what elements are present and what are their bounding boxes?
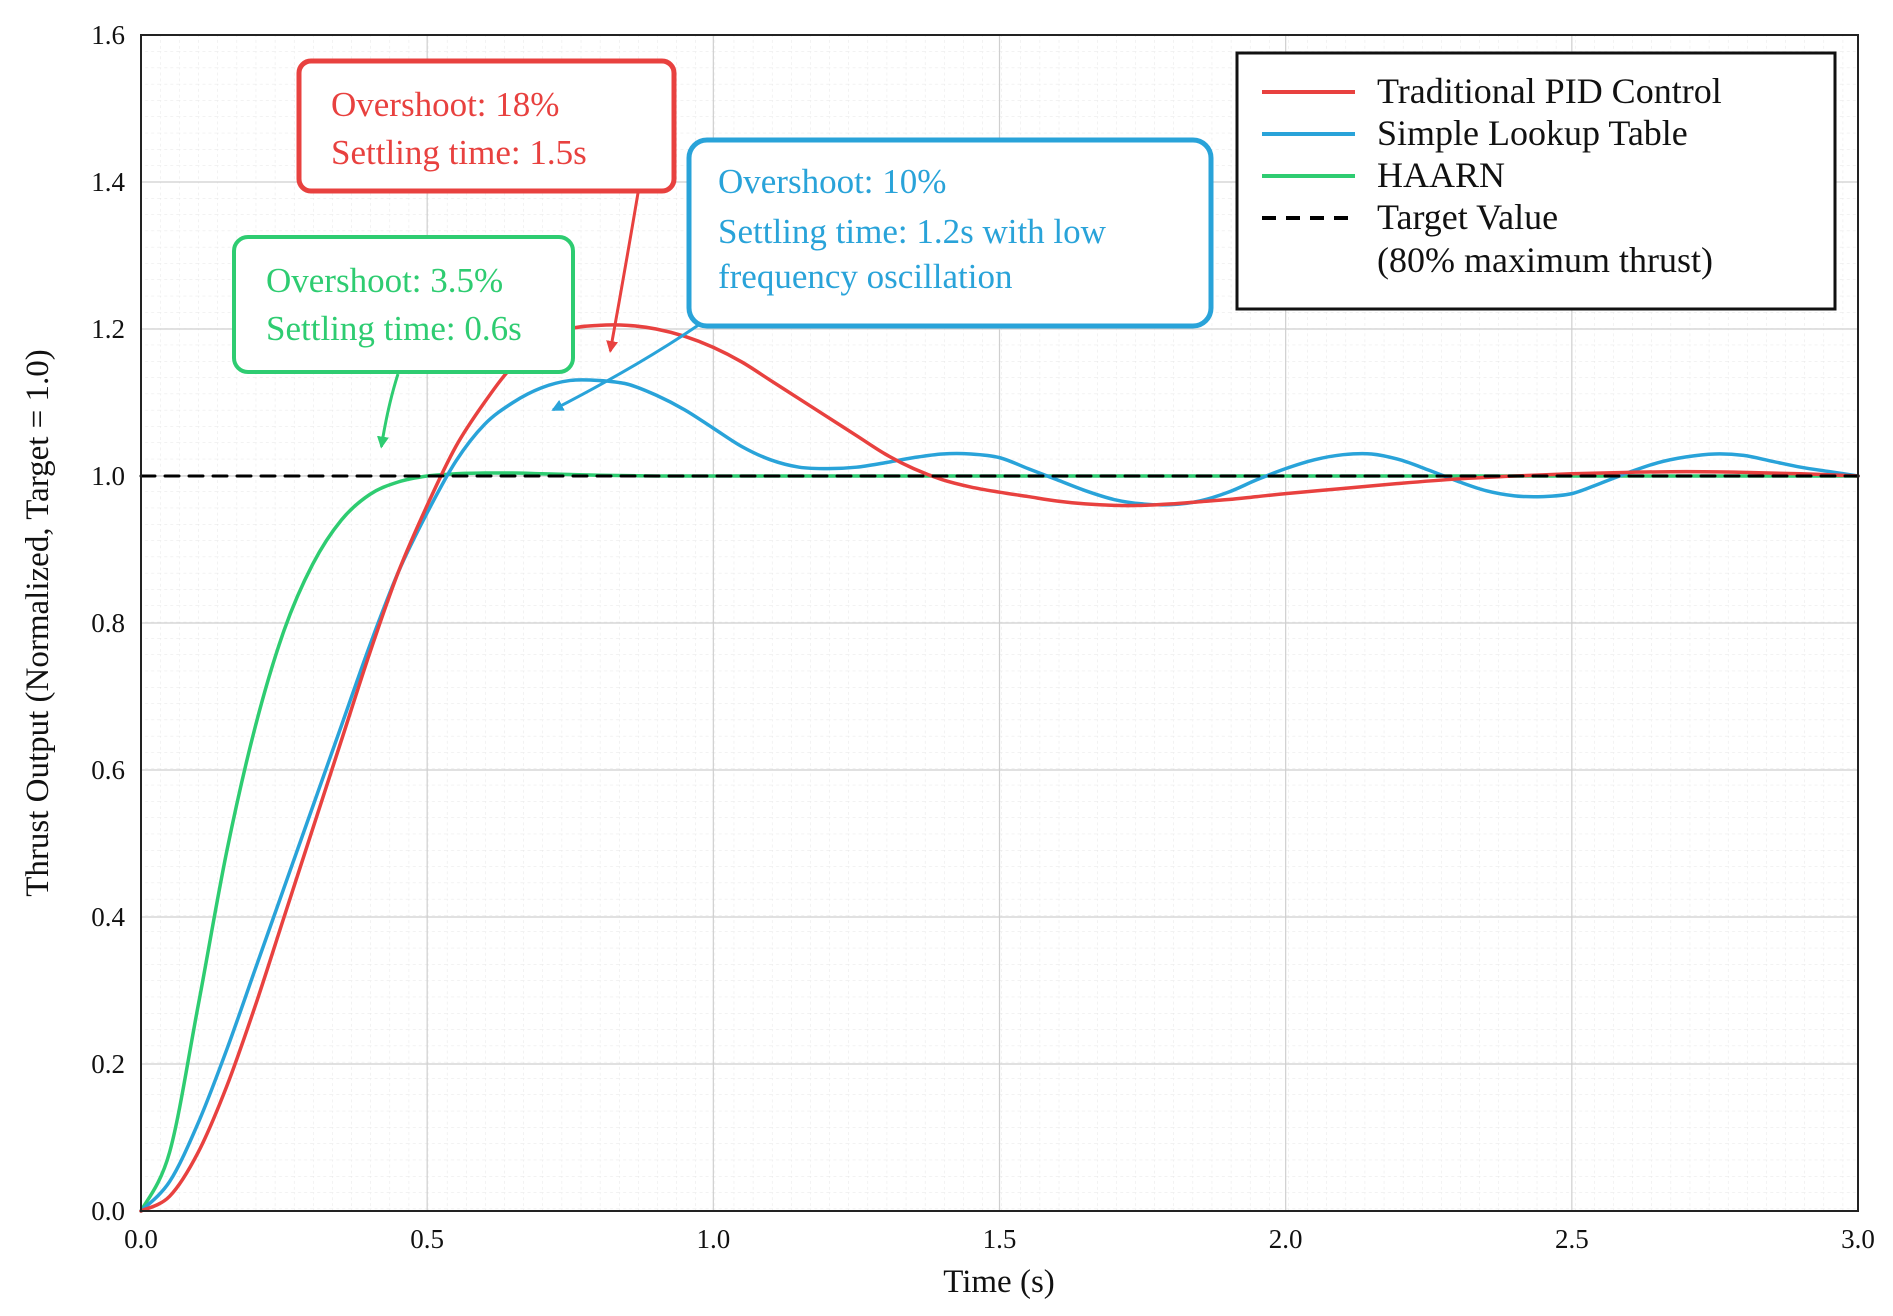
annotation-haarn-arrow <box>377 373 400 449</box>
legend-label-target-sub: (80% maximum thrust) <box>1377 240 1713 280</box>
x-tick-label: 2.5 <box>1555 1224 1589 1254</box>
x-tick-label: 1.5 <box>983 1224 1017 1254</box>
annotation-pid-arrow <box>606 192 640 354</box>
y-tick-label: 1.6 <box>91 20 125 50</box>
x-tick-label: 0.5 <box>410 1224 444 1254</box>
annotation-pid: Overshoot: 18% Settling time: 1.5s <box>296 58 677 354</box>
annotation-lookup-line-1: Overshoot: 10% <box>718 162 946 201</box>
annotation-haarn: Overshoot: 3.5% Settling time: 0.6s <box>232 235 575 449</box>
annotation-haarn-box <box>232 235 575 374</box>
legend-box <box>1235 51 1837 311</box>
y-tick-label: 1.0 <box>91 461 125 491</box>
legend-label-pid: Traditional PID Control <box>1377 71 1722 111</box>
y-axis-ticks: 0.0 0.2 0.4 0.6 0.8 1.0 1.2 1.4 1.6 <box>91 20 125 1226</box>
annotation-lookup-line-3: frequency oscillation <box>718 257 1012 296</box>
y-tick-label: 1.2 <box>91 314 125 344</box>
annotation-haarn-line-1: Overshoot: 3.5% <box>266 261 503 300</box>
y-axis-title: Thrust Output (Normalized, Target = 1.0) <box>20 349 56 897</box>
series-pid-line <box>139 323 1860 1213</box>
y-tick-label: 0.4 <box>91 902 125 932</box>
annotation-lookup: Overshoot: 10% Settling time: 1.2s with … <box>551 137 1214 412</box>
annotation-pid-box <box>296 58 677 194</box>
x-tick-label: 0.0 <box>124 1224 158 1254</box>
annotation-lookup-box <box>686 137 1214 329</box>
annotation-lookup-line-2: Settling time: 1.2s with low <box>718 212 1107 251</box>
y-tick-label: 0.0 <box>91 1196 125 1226</box>
x-tick-label: 2.0 <box>1269 1224 1303 1254</box>
y-tick-label: 0.8 <box>91 608 125 638</box>
plot-frame <box>140 34 1859 1212</box>
x-axis-title: Time (s) <box>943 1264 1055 1300</box>
legend-label-lookup: Simple Lookup Table <box>1377 113 1688 153</box>
y-tick-label: 0.2 <box>91 1049 125 1079</box>
legend-label-target: Target Value <box>1377 197 1558 237</box>
x-tick-label: 3.0 <box>1841 1224 1875 1254</box>
annotation-haarn-line-2: Settling time: 0.6s <box>266 309 522 348</box>
annotation-pid-line-1: Overshoot: 18% <box>331 85 559 124</box>
legend-label-haarn: HAARN <box>1377 155 1505 195</box>
y-tick-label: 0.6 <box>91 755 125 785</box>
annotation-pid-line-2: Settling time: 1.5s <box>331 133 587 172</box>
legend: Traditional PID Control Simple Lookup Ta… <box>1235 51 1837 311</box>
x-axis-ticks: 0.0 0.5 1.0 1.5 2.0 2.5 3.0 <box>124 1224 1875 1254</box>
x-tick-label: 1.0 <box>696 1224 730 1254</box>
y-tick-label: 1.4 <box>91 167 125 197</box>
annotation-lookup-arrow <box>551 322 701 412</box>
series-layer <box>139 323 1860 1213</box>
